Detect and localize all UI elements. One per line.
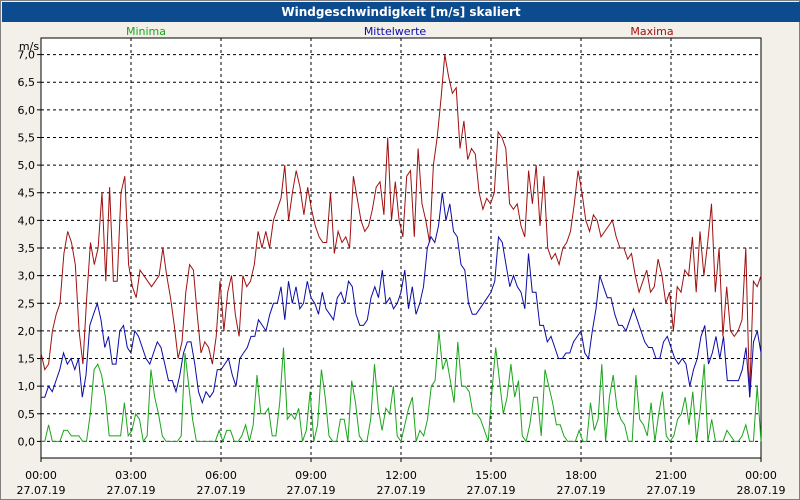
series-lines (40, 54, 762, 443)
x-tick-time: 15:00 (475, 469, 507, 482)
x-tick-date: 27.07.19 (647, 484, 696, 497)
x-tick-date: 27.07.19 (557, 484, 606, 497)
y-tick-label: 5,5 (18, 131, 36, 144)
y-tick-label: 0,5 (18, 408, 36, 421)
x-tick-date: 27.07.19 (197, 484, 246, 497)
x-tick-time: 18:00 (565, 469, 597, 482)
x-tick-date: 27.07.19 (287, 484, 336, 497)
x-tick-time: 09:00 (295, 469, 327, 482)
x-tick-time: 00:00 (25, 469, 57, 482)
x-tick-time: 21:00 (655, 469, 687, 482)
y-tick-label: 7,0 (18, 49, 36, 62)
x-tick-time: 12:00 (385, 469, 417, 482)
series-maxima (40, 54, 762, 398)
x-tick-date: 27.07.19 (107, 484, 156, 497)
x-tick-date: 27.07.19 (17, 484, 66, 497)
y-axis-label: m/s (19, 40, 39, 53)
x-tick-time: 03:00 (115, 469, 147, 482)
legend-minima: Minima (126, 25, 166, 38)
y-tick-label: 6,5 (18, 76, 36, 89)
chart-title: Windgeschwindigkeit [m/s] skaliert (2, 2, 800, 22)
y-tick-label: 0,0 (18, 435, 36, 448)
y-tick-label: 2,0 (18, 325, 36, 338)
y-tick-label: 2,5 (18, 297, 36, 310)
legend-maxima: Maxima (630, 25, 673, 38)
y-tick-label: 6,0 (18, 104, 36, 117)
y-tick-label: 3,5 (18, 242, 36, 255)
y-tick-label: 1,5 (18, 353, 36, 366)
x-tick-date: 27.07.19 (467, 484, 516, 497)
y-tick-label: 1,0 (18, 380, 36, 393)
legend: Minima Mittelwerte Maxima (126, 25, 674, 38)
x-tick-date: 28.07.19 (737, 484, 786, 497)
y-tick-label: 4,5 (18, 187, 36, 200)
x-tick-time: 00:00 (745, 469, 777, 482)
y-axis-ticks: 0,0 0,5 1,0 1,5 2,0 2,5 3,0 3,5 4,0 4,5 5,0 5,5 6,0 6… (18, 49, 41, 448)
y-tick-label: 3,0 (18, 270, 36, 283)
series-minima (41, 330, 762, 443)
legend-mittelwerte: Mittelwerte (364, 25, 427, 38)
x-axis-ticks: 00:00 27.07.19 03:00 27.07.19 06:00 27.07.19 0… (17, 458, 786, 497)
x-tick-time: 06:00 (205, 469, 237, 482)
y-tick-label: 4,0 (18, 214, 36, 227)
y-tick-label: 5,0 (18, 159, 36, 172)
series-mittelwerte (41, 192, 762, 405)
x-tick-date: 27.07.19 (377, 484, 426, 497)
